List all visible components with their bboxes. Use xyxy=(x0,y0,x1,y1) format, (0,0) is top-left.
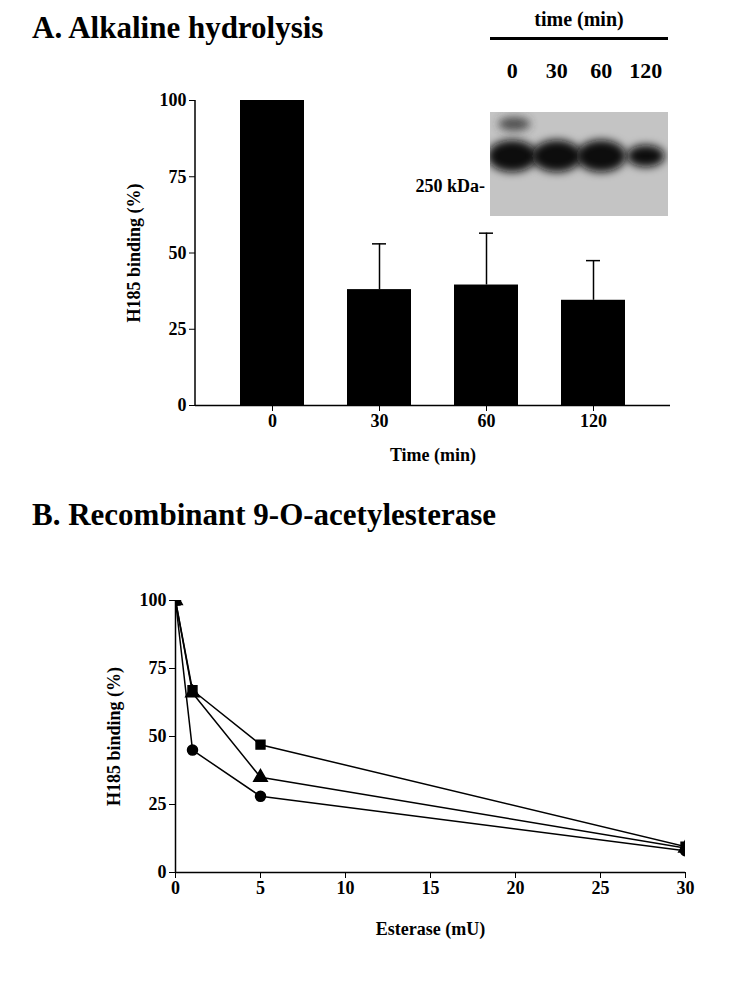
html-text:A. Alkaline hydrolysis: A. Alkaline hydrolysis xyxy=(32,10,324,45)
svg-text:H185 binding (%): H185 binding (%) xyxy=(124,183,145,322)
svg-text:60: 60 xyxy=(478,411,496,431)
svg-text:100: 100 xyxy=(140,590,167,610)
html-text:B. Recombinant 9-O-acetylester: B. Recombinant 9-O-acetylesterase xyxy=(32,497,496,532)
svg-text:5: 5 xyxy=(256,878,265,898)
svg-text:10: 10 xyxy=(337,878,355,898)
svg-text:100: 100 xyxy=(160,90,187,110)
svg-text:50: 50 xyxy=(169,243,187,263)
svg-text:0: 0 xyxy=(158,862,167,882)
svg-text:25: 25 xyxy=(169,319,187,339)
svg-text:0: 0 xyxy=(178,395,187,415)
svg-text:75: 75 xyxy=(149,658,167,678)
html-text:30: 30 xyxy=(545,58,568,83)
svg-text:120: 120 xyxy=(580,411,607,431)
svg-text:0: 0 xyxy=(268,411,277,431)
svg-text:Esterase (mU): Esterase (mU) xyxy=(376,919,485,940)
svg-text:0: 0 xyxy=(171,878,180,898)
svg-text:25: 25 xyxy=(149,794,167,814)
svg-text:75: 75 xyxy=(169,167,187,187)
html-text:250 kDa-: 250 kDa- xyxy=(415,176,485,196)
html-text:0: 0 xyxy=(506,58,518,83)
svg-text:25: 25 xyxy=(592,878,610,898)
svg-text:H185 binding (%): H185 binding (%) xyxy=(104,667,125,806)
html-text:60: 60 xyxy=(590,58,613,83)
html-text:time (min): time (min) xyxy=(534,8,624,30)
html-text:120: 120 xyxy=(629,58,663,83)
svg-text:30: 30 xyxy=(371,411,389,431)
svg-text:30: 30 xyxy=(677,878,695,898)
svg-text:Time (min): Time (min) xyxy=(390,445,476,466)
svg-text:20: 20 xyxy=(507,878,525,898)
svg-text:15: 15 xyxy=(422,878,440,898)
svg-text:50: 50 xyxy=(149,726,167,746)
